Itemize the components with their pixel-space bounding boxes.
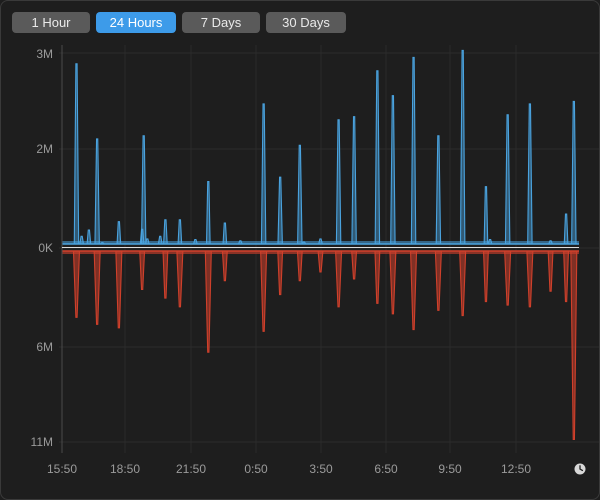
clock-icon[interactable] [574, 463, 586, 475]
upload-spike [157, 235, 163, 245]
upload-spike [260, 103, 267, 245]
x-tick-label: 12:50 [501, 462, 531, 476]
download-spike [374, 250, 381, 304]
time-range-tabs: 1 Hour 24 Hours 7 Days 30 Days [12, 12, 346, 33]
download-spike [459, 250, 467, 317]
upload-spike [94, 138, 100, 245]
upload-spike [73, 63, 80, 245]
upload-spike [205, 181, 211, 245]
x-tick-label: 9:50 [438, 462, 462, 476]
y-tick-label: 3M [36, 47, 53, 61]
tab-30-days[interactable]: 30 Days [266, 12, 346, 33]
x-tick-label: 6:50 [374, 462, 398, 476]
x-tick-label: 3:50 [309, 462, 333, 476]
y-tick-label: 0K [38, 241, 53, 255]
upload-spike [79, 235, 85, 245]
upload-spike [163, 219, 168, 245]
download-spike [504, 250, 512, 306]
upload-spike [116, 221, 122, 245]
x-tick-label: 15:50 [47, 462, 77, 476]
upload-spike [459, 49, 466, 245]
download-spike [204, 250, 212, 353]
upload-spike [86, 229, 92, 245]
download-spike [139, 250, 146, 290]
tab-1-hour[interactable]: 1 Hour [12, 12, 90, 33]
chart-axes [61, 45, 579, 453]
upload-spike [222, 222, 228, 245]
download-spike [482, 250, 489, 303]
x-tick-label: 18:50 [110, 462, 140, 476]
upload-spike [483, 186, 489, 245]
upload-spike [374, 70, 381, 245]
download-spike [570, 250, 578, 441]
download-spike [434, 250, 442, 311]
download-spike [221, 250, 228, 282]
upload-spike [335, 119, 342, 245]
y-tick-label: 11M [31, 435, 53, 449]
upload-spike [277, 176, 283, 245]
upload-spike [504, 114, 511, 245]
download-spike [296, 250, 303, 282]
y-tick-label: 2M [36, 142, 53, 156]
upload-spike [563, 213, 569, 245]
upload-baseline-fill [62, 241, 579, 244]
upload-spike [410, 56, 417, 245]
upload-series [62, 49, 579, 245]
tab-24-hours[interactable]: 24 Hours [96, 12, 176, 33]
upload-spike [435, 135, 442, 245]
download-spike [93, 250, 101, 325]
download-series [62, 250, 579, 441]
download-spike [389, 250, 397, 315]
download-spike [260, 250, 268, 332]
download-spike [335, 250, 343, 308]
download-spike [409, 250, 418, 331]
download-spike [526, 250, 534, 308]
download-spike [72, 250, 81, 318]
download-spike [115, 250, 123, 329]
upload-spike [144, 238, 150, 245]
chart-grid [59, 45, 599, 453]
upload-spike [177, 219, 183, 245]
x-tick-label: 21:50 [176, 462, 206, 476]
x-tick-label: 0:50 [244, 462, 268, 476]
download-spike [162, 250, 169, 299]
download-spike [277, 250, 284, 296]
download-spike [317, 250, 324, 273]
download-spike [351, 250, 358, 280]
upload-spike [390, 95, 396, 245]
upload-spike [527, 103, 533, 245]
upload-spike [318, 238, 323, 245]
download-spike [547, 250, 554, 292]
tab-7-days[interactable]: 7 Days [182, 12, 260, 33]
upload-spike [351, 116, 357, 245]
download-spike [176, 250, 184, 308]
upload-spike [571, 100, 577, 245]
upload-spike [297, 144, 303, 245]
y-tick-label: 6M [36, 340, 53, 354]
download-spike [563, 250, 570, 303]
upload-spike [140, 135, 147, 245]
